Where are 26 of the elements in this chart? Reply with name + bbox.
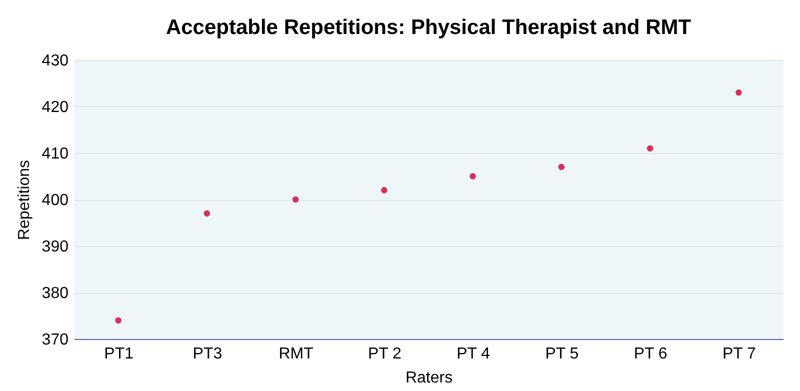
x-tick-label: PT 4 xyxy=(456,346,490,362)
point xyxy=(646,145,654,152)
point xyxy=(204,210,210,217)
point xyxy=(292,196,299,203)
x-tick-label: PT 7 xyxy=(722,346,756,362)
point xyxy=(115,317,122,324)
y-tick-label: 380 xyxy=(42,285,69,302)
x-tick-label: RMT xyxy=(278,346,314,362)
y-tick-label: 390 xyxy=(42,238,69,256)
x-axis-title: Raters xyxy=(405,370,453,386)
point xyxy=(381,187,388,194)
chart-title: Acceptable Repetitions: Physical Therapist and RMT xyxy=(166,16,692,39)
point xyxy=(736,89,742,96)
point xyxy=(470,173,476,180)
x-tick-label: PT3 xyxy=(192,346,222,362)
x-tick-label: PT 6 xyxy=(634,346,668,362)
y-axis-title: Repetitions xyxy=(16,160,33,240)
y-tick-label: 370 xyxy=(42,332,69,348)
point xyxy=(558,164,565,170)
x-tick-label: PT 2 xyxy=(368,346,402,362)
x-tick-label: PT 5 xyxy=(545,346,579,362)
x-tick-label: PT1 xyxy=(104,346,134,362)
y-tick-label: 400 xyxy=(42,192,69,209)
y-tick-label: 410 xyxy=(42,146,69,162)
y-tick-label: 430 xyxy=(42,52,69,70)
y-tick-label: 420 xyxy=(42,99,69,116)
